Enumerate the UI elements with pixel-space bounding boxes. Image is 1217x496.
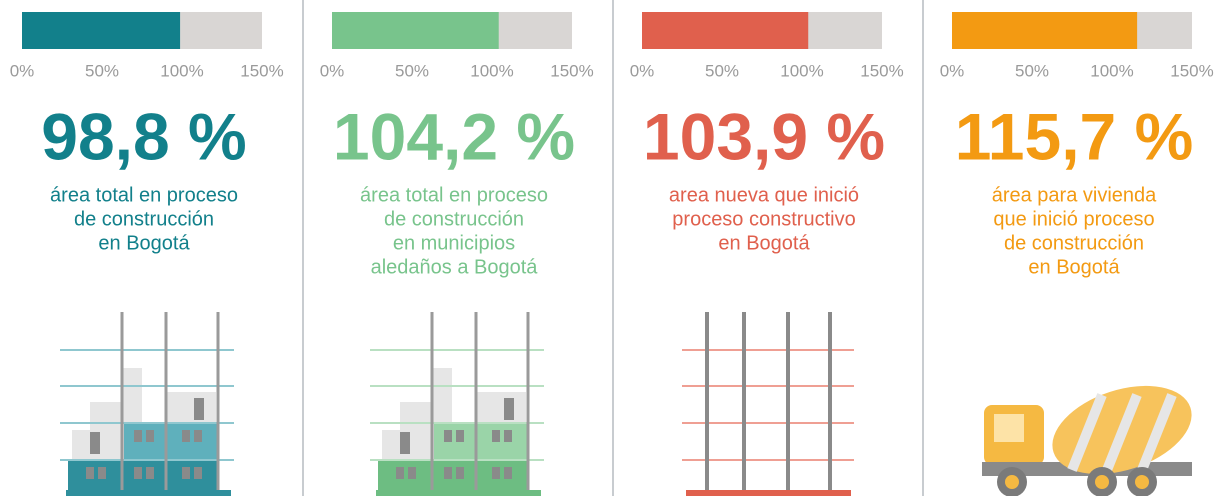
bar-fill [332, 12, 499, 49]
base [376, 490, 541, 496]
tick-label: 150% [240, 61, 283, 80]
tick-label: 150% [1170, 61, 1213, 80]
description: proceso constructivo [672, 208, 855, 230]
description: que inició proceso [993, 208, 1154, 230]
panel: 0% 50% 100% 150% 104,2 % área total en proces… [320, 12, 594, 496]
tick-label: 50% [395, 61, 429, 80]
description: area nueva que inició [669, 184, 859, 206]
window [396, 467, 404, 479]
hub [1095, 475, 1109, 489]
window [182, 467, 190, 479]
window [456, 430, 464, 442]
percentage: 115,7 % [955, 99, 1194, 173]
description: en municipios [393, 232, 515, 254]
tick-label: 0% [10, 61, 35, 80]
window [456, 467, 464, 479]
window [146, 430, 154, 442]
tick-label: 50% [1015, 61, 1049, 80]
description: de construcción [1004, 232, 1144, 254]
description: de construcción [384, 208, 524, 230]
description: área para vivienda [992, 184, 1157, 206]
base [686, 490, 851, 496]
tick-label: 50% [85, 61, 119, 80]
window [400, 432, 410, 454]
percentage: 98,8 % [41, 99, 246, 173]
description: aledaños a Bogotá [371, 256, 539, 278]
hub [1135, 475, 1149, 489]
window [194, 430, 202, 442]
tick-label: 100% [1090, 61, 1133, 80]
percentage: 103,9 % [643, 99, 885, 173]
tick-label: 0% [630, 61, 655, 80]
panel: 0% 50% 100% 150% 98,8 % área total en proceso… [10, 12, 284, 496]
panel: 0% 50% 100% 150% 115,7 % área para viviendaqu… [940, 12, 1214, 496]
base [66, 490, 231, 496]
description: área total en proceso [360, 184, 548, 206]
tick-label: 50% [705, 61, 739, 80]
infographic: 0% 50% 100% 150% 98,8 % área total en proceso… [0, 0, 1217, 496]
bar-fill [952, 12, 1137, 49]
bar-fill [642, 12, 808, 49]
bar-fill [22, 12, 180, 49]
description: en Bogotá [1028, 256, 1120, 278]
window [90, 432, 100, 454]
hub [1005, 475, 1019, 489]
window [492, 467, 500, 479]
tick-label: 100% [470, 61, 513, 80]
tick-label: 100% [160, 61, 203, 80]
description: área total en proceso [50, 184, 238, 206]
window [492, 430, 500, 442]
window [86, 467, 94, 479]
tick-label: 0% [320, 61, 345, 80]
tick-label: 150% [550, 61, 593, 80]
tick-label: 0% [940, 61, 965, 80]
window [504, 430, 512, 442]
window [504, 398, 514, 420]
window [134, 467, 142, 479]
window [134, 430, 142, 442]
window [194, 467, 202, 479]
truck-window [994, 414, 1024, 442]
tick-label: 100% [780, 61, 823, 80]
description: en Bogotá [98, 232, 190, 254]
window [182, 430, 190, 442]
description: en Bogotá [718, 232, 810, 254]
window [98, 467, 106, 479]
window [504, 467, 512, 479]
window [194, 398, 204, 420]
window [444, 467, 452, 479]
tick-label: 150% [860, 61, 903, 80]
panel: 0% 50% 100% 150% 103,9 % area nueva que inici… [630, 12, 904, 496]
window [444, 430, 452, 442]
description: de construcción [74, 208, 214, 230]
window [408, 467, 416, 479]
window [146, 467, 154, 479]
percentage: 104,2 % [333, 99, 575, 173]
